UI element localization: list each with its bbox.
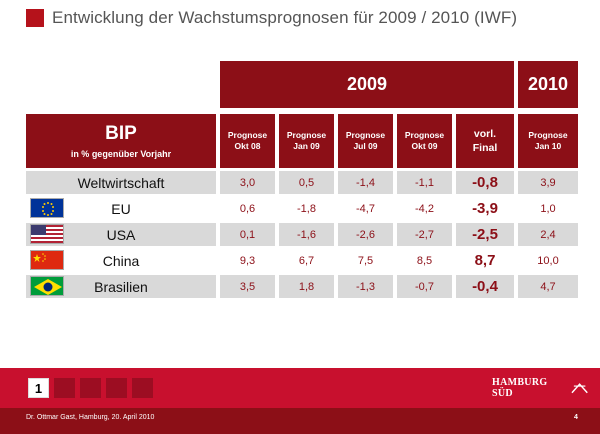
table-cell: -4,2 [397,197,452,220]
table-cell: 2,4 [518,223,578,246]
usa-flag-icon [30,224,64,244]
column-header-final: vorl. Final [456,114,514,168]
column-header-line1: Prognose [345,130,386,140]
logo-cross-icon [571,383,588,394]
table-cell: 0,6 [220,197,275,220]
title-marker-icon [26,9,44,27]
bip-title: BIP [105,123,137,144]
table-cell: 9,3 [220,249,275,272]
table-cell: -2,7 [397,223,452,246]
page-indicator[interactable] [80,378,101,398]
column-header-line1: Prognose [227,130,268,140]
table-cell-final: -3,9 [456,197,514,220]
column-header-line1: Prognose [528,130,568,140]
slide-title-bar: Entwicklung der Wachstumsprognosen für 2… [26,8,517,28]
column-header: Prognose Okt 08 [220,114,275,168]
table-cell: 8,5 [397,249,452,272]
column-header-line2: Final [472,142,498,154]
header-2009: 2009 [220,61,514,108]
row-label: Brasilien [26,275,216,298]
page-number: 4 [574,414,578,421]
row-label: Weltwirtschaft [26,171,216,194]
page-indicator[interactable] [132,378,153,398]
table-cell: -1,6 [279,223,334,246]
table-cell: 0,1 [220,223,275,246]
brazil-flag-icon [30,276,64,296]
column-header: Prognose Jul 09 [338,114,393,168]
page-indicator-current[interactable]: 1 [28,378,49,398]
eu-flag-icon [30,198,64,218]
table-cell: -4,7 [338,197,393,220]
table-cell-final: 8,7 [456,249,514,272]
header-2010: 2010 [518,61,578,108]
column-header-line2: Jul 09 [353,141,378,151]
table-cell: 7,5 [338,249,393,272]
column-header-line1: Prognose [404,130,445,140]
table-cell: 3,0 [220,171,275,194]
table-cell: -0,7 [397,275,452,298]
column-header-line2: Okt 08 [234,141,261,151]
table-cell: 10,0 [518,249,578,272]
table-cell: -1,3 [338,275,393,298]
table-cell-final: -0,4 [456,275,514,298]
table-cell: 3,9 [518,171,578,194]
hamburg-sued-logo: HAMBURG SÜD [492,376,588,400]
table-cell: 1,0 [518,197,578,220]
column-header-line2: Jan 09 [293,141,320,151]
page-indicator[interactable] [106,378,127,398]
footer-text: Dr. Ottmar Gast, Hamburg, 20. April 2010 [26,414,155,421]
logo-text: HAMBURG SÜD [492,377,548,399]
slide-title: Entwicklung der Wachstumsprognosen für 2… [52,8,518,27]
row-label: China [26,249,216,272]
page-indicator[interactable] [54,378,75,398]
row-label: USA [26,223,216,246]
bip-header: BIP in % gegenüber Vorjahr [26,114,216,168]
table-cell: 0,5 [279,171,334,194]
column-header-line1: vorl. [473,128,497,140]
bip-subtitle: in % gegenüber Vorjahr [70,149,172,159]
footer-band [0,408,600,434]
table-cell: 3,5 [220,275,275,298]
table-cell: 1,8 [279,275,334,298]
table-cell: -1,4 [338,171,393,194]
table-cell: -1,8 [279,197,334,220]
china-flag-icon [30,250,64,270]
table-cell: 6,7 [279,249,334,272]
column-header-line1: Prognose [286,130,327,140]
column-header: Prognose Jan 10 [518,114,578,168]
table-cell: -1,1 [397,171,452,194]
table-cell-final: -0,8 [456,171,514,194]
table-cell: 4,7 [518,275,578,298]
table-cell-final: -2,5 [456,223,514,246]
column-header-line2: Okt 09 [411,141,438,151]
row-label: EU [26,197,216,220]
column-header: Prognose Jan 09 [279,114,334,168]
table-cell: -2,6 [338,223,393,246]
column-header: Prognose Okt 09 [397,114,452,168]
column-header-line2: Jan 10 [534,141,562,151]
